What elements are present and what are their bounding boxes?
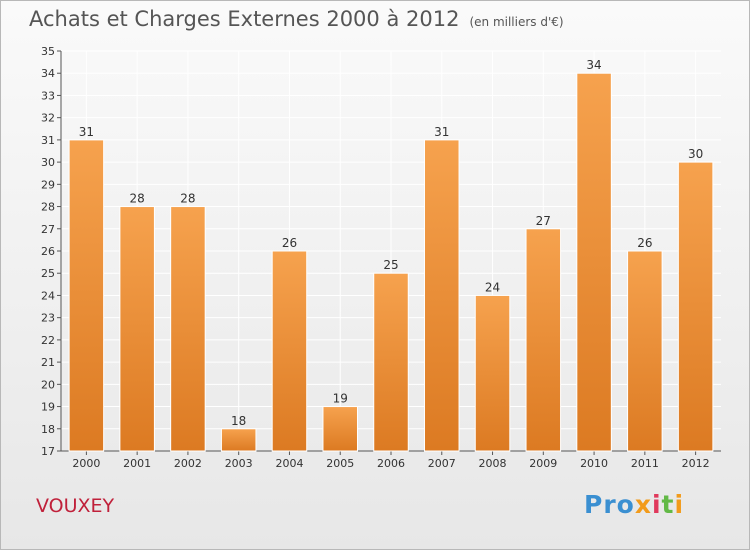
x-tick-label-2002: 2002: [174, 457, 202, 470]
commune-name: VOUXEY: [36, 495, 115, 517]
value-label-2000: 31: [79, 125, 94, 139]
x-tick-label-2011: 2011: [631, 457, 659, 470]
bar-2009: [525, 228, 562, 452]
x-tick-label-2010: 2010: [580, 457, 608, 470]
y-tick-label: 20: [41, 378, 55, 391]
bar-2006: [373, 272, 409, 452]
bar-2007: [424, 139, 460, 452]
x-tick-label-2005: 2005: [326, 457, 354, 470]
bar-2012: [677, 161, 714, 452]
labels: 31 28 28 18 26 19 25 31 24 27 34 26 30: [79, 58, 704, 428]
y-tick-label: 34: [41, 67, 55, 80]
value-label-2002: 28: [180, 192, 195, 206]
bars: [68, 72, 714, 452]
bar-2000: [68, 139, 105, 452]
bar-2010: [576, 72, 612, 452]
bar-2008: [474, 294, 511, 452]
x-tick-label-2009: 2009: [529, 457, 557, 470]
value-label-2010: 34: [586, 58, 601, 72]
y-tick-label: 27: [41, 223, 55, 236]
y-tick-label: 25: [41, 267, 55, 280]
value-label-2003: 18: [231, 414, 246, 428]
y-tick-label: 21: [41, 356, 55, 369]
x-tick-label-2001: 2001: [123, 457, 151, 470]
y-tick-label: 22: [41, 334, 55, 347]
proxiti-logo: Proxiti: [584, 490, 685, 519]
x-tick-label-2007: 2007: [428, 457, 456, 470]
chart-subtitle: (en milliers d'€): [469, 15, 564, 29]
y-tick-label: 31: [41, 134, 55, 147]
x-tick-label-2003: 2003: [225, 457, 253, 470]
y-tick-label: 23: [41, 312, 55, 325]
bar-2003: [220, 428, 257, 452]
bar-2004: [271, 250, 308, 452]
y-tick-label: 19: [41, 401, 55, 414]
x-tick-label-2008: 2008: [479, 457, 507, 470]
value-label-2007: 31: [434, 125, 449, 139]
value-label-2009: 27: [536, 214, 551, 228]
y-tick-label: 17: [41, 445, 55, 458]
y-tick-label: 32: [41, 112, 55, 125]
y-tick-label: 26: [41, 245, 55, 258]
y-tick-label: 28: [41, 201, 55, 214]
y-tick-label: 29: [41, 178, 55, 191]
x-tick-label-2012: 2012: [682, 457, 710, 470]
y-tick-label: 33: [41, 89, 55, 102]
y-tick-label: 18: [41, 423, 55, 436]
x-tick-label-2006: 2006: [377, 457, 405, 470]
bar-2011: [627, 250, 663, 452]
value-label-2006: 25: [383, 258, 398, 272]
y-tick-label: 30: [41, 156, 55, 169]
bar-2005: [322, 406, 358, 452]
bar-2002: [170, 206, 206, 452]
x-tick-label-2004: 2004: [275, 457, 303, 470]
value-label-2004: 26: [282, 236, 297, 250]
chart-title: Achats et Charges Externes 2000 à 2012 (e…: [29, 7, 564, 31]
value-label-2012: 30: [688, 147, 703, 161]
value-label-2011: 26: [637, 236, 652, 250]
value-label-2005: 19: [333, 392, 348, 406]
bar-2001: [119, 206, 155, 452]
chart-title-text: Achats et Charges Externes 2000 à 2012: [29, 7, 460, 31]
value-label-2001: 28: [130, 192, 145, 206]
value-label-2008: 24: [485, 280, 500, 294]
x-tick-label-2000: 2000: [72, 457, 100, 470]
y-tick-label: 24: [41, 289, 55, 302]
y-tick-label: 35: [41, 45, 55, 58]
